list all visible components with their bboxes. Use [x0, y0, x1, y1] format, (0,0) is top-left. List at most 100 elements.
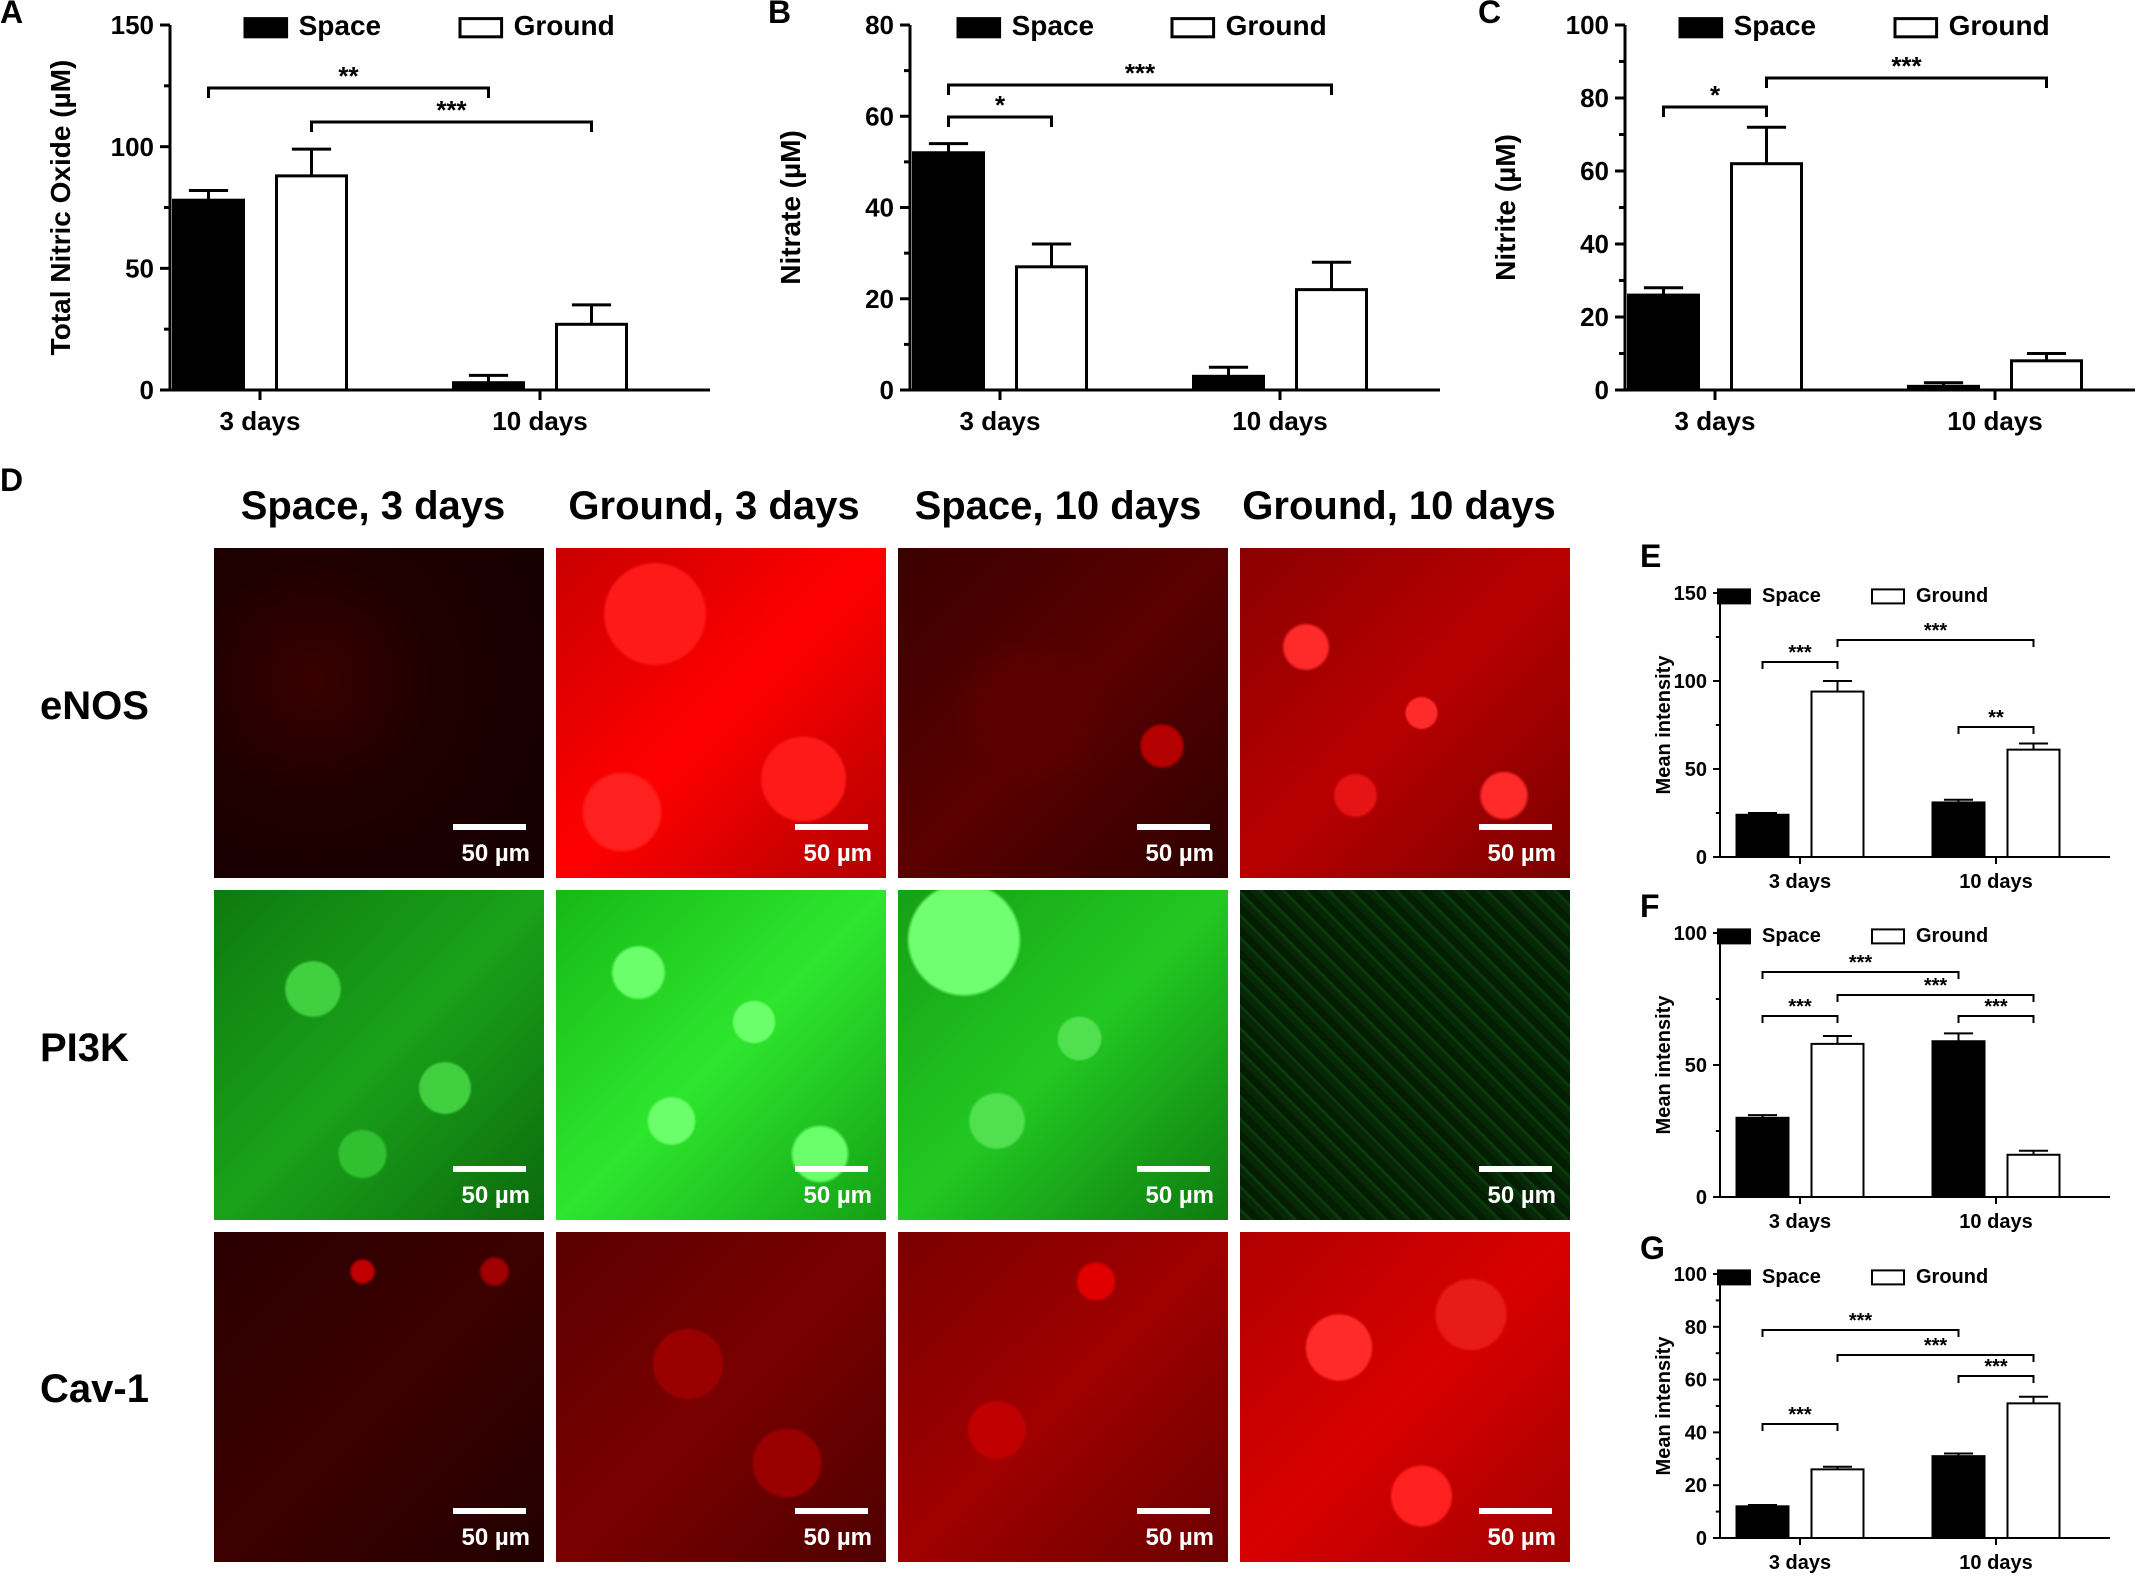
y-tick-label: 100	[111, 132, 154, 162]
micrograph-pi3k-space-3-days: 50 µm	[214, 890, 544, 1220]
micrograph-pi3k-space-10-days: 50 µm	[898, 890, 1228, 1220]
y-axis-label: Total Nitric Oxide (µM)	[45, 60, 76, 356]
panel-letter-g: G	[1640, 1230, 1665, 1266]
micrograph-enos-ground-10-days: 50 µm	[1240, 548, 1570, 878]
significance-label: *	[995, 90, 1006, 120]
scale-bar-label: 50 µm	[1145, 840, 1214, 867]
y-tick-label: 100	[1674, 671, 1707, 693]
y-tick-label: 150	[111, 10, 154, 40]
y-tick-label: 20	[865, 284, 894, 314]
micrograph-enos-ground-3-days: 50 µm	[556, 548, 886, 878]
scale-bar-label: 50 µm	[803, 1524, 872, 1551]
y-tick-label: 40	[1580, 229, 1609, 259]
scale-bar-label: 50 µm	[1145, 1524, 1214, 1551]
bar-ground	[1810, 1042, 1865, 1198]
bar-ground	[2006, 748, 2061, 858]
legend-label-ground: Ground	[1916, 1266, 1988, 1288]
significance-label: **	[338, 61, 359, 91]
y-axis-label: Mean intensity	[1653, 655, 1675, 795]
micrograph-cav1-space-10-days: 50 µm	[898, 1232, 1228, 1562]
y-tick-label: 60	[1580, 156, 1609, 186]
significance-label: ***	[1984, 996, 2008, 1018]
bar-ground	[2006, 1402, 2061, 1539]
y-tick-label: 20	[1580, 302, 1609, 332]
panel-letter-e: E	[1640, 538, 1662, 574]
scale-bar-label: 50 µm	[461, 1182, 530, 1209]
bar-ground	[275, 174, 348, 392]
y-tick-label: 50	[1685, 1055, 1707, 1077]
bar-space	[1735, 1116, 1790, 1198]
significance-label: ***	[1924, 620, 1948, 642]
significance-bracket	[947, 83, 1333, 95]
bar-ground	[1295, 288, 1368, 392]
panel-letter-f: F	[1640, 888, 1660, 924]
significance-bracket	[1761, 1015, 1839, 1023]
significance-bracket	[1765, 76, 2048, 88]
significance-label: ***	[1125, 58, 1156, 88]
scale-bar	[1137, 1166, 1210, 1172]
column-header-space-3-days: Space, 3 days	[240, 484, 506, 528]
row-label-pi3k: PI3K	[40, 1026, 129, 1070]
y-tick-label: 80	[1685, 1317, 1707, 1339]
micrograph-pi3k-ground-10-days: 50 µm	[1240, 890, 1570, 1220]
x-tick-label: 3 days	[960, 406, 1041, 436]
y-tick-label: 60	[1685, 1370, 1707, 1392]
legend-swatch-space	[956, 17, 1002, 39]
legend-swatch-ground	[1871, 928, 1905, 945]
y-tick-label: 100	[1674, 1264, 1707, 1286]
legend-label-ground: Ground	[514, 10, 615, 41]
significance-label: ***	[1924, 1335, 1948, 1357]
y-tick-label: 40	[1685, 1422, 1707, 1444]
y-tick-label: 0	[140, 375, 154, 405]
column-header-ground-3-days: Ground, 3 days	[568, 484, 860, 528]
x-tick-label: 10 days	[1959, 1211, 2032, 1233]
bar-space	[1907, 384, 1980, 392]
legend-label-ground: Ground	[1916, 925, 1988, 947]
x-tick-label: 10 days	[492, 406, 587, 436]
legend-label-space: Space	[1012, 10, 1095, 41]
significance-label: ***	[436, 95, 467, 125]
panel-letter-c: C	[1478, 0, 1502, 30]
y-tick-label: 50	[125, 253, 154, 283]
scale-bar-label: 50 µm	[1487, 1524, 1556, 1551]
significance-label: ***	[1788, 996, 1812, 1018]
legend-swatch-ground	[1170, 17, 1216, 39]
y-tick-label: 100	[1566, 10, 1609, 40]
legend-label-space: Space	[1762, 585, 1821, 607]
significance-bracket	[1836, 639, 2035, 647]
significance-bracket	[1761, 1423, 1839, 1431]
y-tick-label: 0	[1696, 847, 1707, 869]
bar-space	[1192, 374, 1265, 392]
x-tick-label: 10 days	[1232, 406, 1327, 436]
micrograph-cav1-space-3-days: 50 µm	[214, 1232, 544, 1562]
x-tick-label: 10 days	[1959, 871, 2032, 893]
bar-space	[1931, 1455, 1986, 1539]
y-tick-label: 0	[1696, 1528, 1707, 1550]
significance-bracket	[1761, 661, 1839, 669]
y-tick-label: 100	[1674, 923, 1707, 945]
legend-swatch-space	[1678, 17, 1724, 39]
scale-bar-label: 50 µm	[1487, 1182, 1556, 1209]
bar-ground	[1015, 265, 1088, 392]
significance-label: ***	[1984, 1356, 2008, 1378]
scale-bar	[1479, 1166, 1552, 1172]
scale-bar-label: 50 µm	[461, 1524, 530, 1551]
significance-bracket	[947, 115, 1053, 127]
scale-bar	[795, 824, 868, 830]
significance-label: ***	[1788, 642, 1812, 664]
scale-bar	[453, 824, 526, 830]
bar-ground	[2010, 359, 2083, 392]
significance-label: ***	[1924, 975, 1948, 997]
legend-swatch-space	[1717, 1269, 1751, 1286]
significance-bracket	[310, 120, 593, 132]
scale-bar-label: 50 µm	[1145, 1182, 1214, 1209]
column-header-space-10-days: Space, 10 days	[914, 484, 1202, 528]
scale-bar	[453, 1166, 526, 1172]
legend-swatch-ground	[1871, 588, 1905, 605]
bar-ground	[2006, 1153, 2061, 1198]
y-axis-label: Mean intensity	[1653, 995, 1675, 1135]
legend-swatch-space	[1717, 588, 1751, 605]
bar-ground	[1810, 690, 1865, 858]
